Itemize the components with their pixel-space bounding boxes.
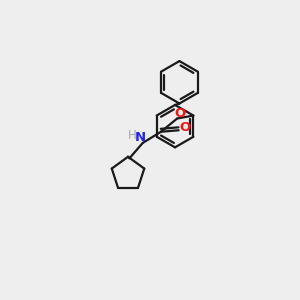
Text: N: N bbox=[135, 130, 146, 143]
Text: O: O bbox=[174, 107, 185, 120]
Text: O: O bbox=[179, 122, 191, 134]
Text: H: H bbox=[128, 129, 137, 142]
